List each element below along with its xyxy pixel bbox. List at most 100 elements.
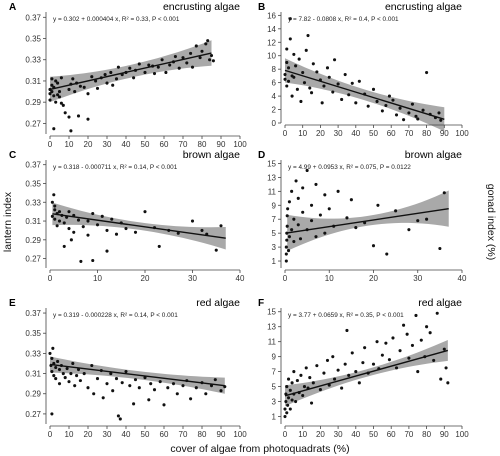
data-point bbox=[62, 221, 66, 225]
data-point bbox=[114, 232, 119, 236]
x-tick-label: 50 bbox=[369, 430, 378, 439]
data-point bbox=[442, 347, 446, 351]
data-point bbox=[219, 389, 223, 393]
data-point bbox=[48, 98, 52, 102]
data-point bbox=[173, 55, 177, 59]
data-point bbox=[288, 407, 292, 411]
data-point bbox=[384, 103, 388, 108]
data-point bbox=[292, 370, 296, 374]
x-tick-label: 60 bbox=[160, 430, 169, 439]
data-point bbox=[284, 400, 288, 404]
data-point bbox=[394, 209, 398, 213]
y-tick-label: 0.27 bbox=[25, 410, 41, 419]
x-tick-label: 10 bbox=[298, 430, 307, 439]
x-tick-label: 40 bbox=[458, 274, 467, 283]
data-point bbox=[50, 77, 54, 81]
data-point bbox=[105, 249, 109, 253]
data-point bbox=[114, 377, 119, 381]
data-point bbox=[175, 392, 179, 396]
data-point bbox=[57, 90, 62, 94]
data-point bbox=[425, 71, 429, 75]
x-tick-label: 20 bbox=[316, 430, 325, 439]
data-point bbox=[288, 17, 292, 21]
data-point bbox=[166, 386, 170, 390]
y-tick-label: 7 bbox=[272, 368, 277, 377]
data-point bbox=[56, 359, 60, 364]
data-point bbox=[95, 223, 100, 227]
regression-line bbox=[52, 213, 226, 239]
data-point bbox=[137, 62, 141, 66]
data-point bbox=[302, 81, 307, 85]
x-tick-label: 60 bbox=[387, 129, 396, 138]
x-tick-label: 70 bbox=[404, 430, 413, 439]
y-tick-label: 11 bbox=[268, 187, 277, 196]
data-point bbox=[50, 200, 54, 204]
data-point bbox=[294, 400, 298, 404]
data-point bbox=[200, 228, 204, 232]
y-tick-label: 0.31 bbox=[25, 370, 41, 379]
data-point bbox=[65, 366, 69, 371]
data-point bbox=[331, 355, 335, 359]
data-point bbox=[105, 228, 109, 232]
data-point bbox=[110, 217, 114, 221]
data-point bbox=[323, 231, 327, 235]
data-point bbox=[349, 198, 353, 202]
data-point bbox=[295, 87, 299, 91]
x-tick-label: 50 bbox=[141, 140, 150, 149]
data-point bbox=[292, 52, 296, 56]
data-point bbox=[160, 58, 164, 62]
x-tick-label: 0 bbox=[283, 274, 288, 283]
data-point bbox=[198, 56, 202, 60]
data-point bbox=[57, 95, 62, 99]
data-point bbox=[299, 373, 303, 377]
regression-line bbox=[49, 52, 212, 91]
data-point bbox=[318, 213, 322, 217]
data-point bbox=[219, 224, 223, 228]
x-tick-label: 100 bbox=[233, 430, 247, 439]
data-point bbox=[407, 356, 411, 360]
data-point bbox=[407, 228, 411, 232]
data-point bbox=[296, 223, 300, 227]
data-point bbox=[133, 378, 138, 382]
data-point bbox=[53, 204, 57, 208]
data-point bbox=[285, 84, 289, 88]
data-point bbox=[91, 258, 95, 263]
x-tick-label: 90 bbox=[217, 140, 226, 149]
y-tick-label: 16 bbox=[267, 11, 276, 20]
data-point bbox=[286, 377, 291, 381]
x-tick-label: 20 bbox=[369, 274, 378, 283]
data-point bbox=[290, 189, 294, 193]
data-point bbox=[333, 377, 337, 381]
data-point bbox=[345, 216, 349, 220]
data-point bbox=[402, 323, 406, 327]
data-point bbox=[310, 91, 314, 95]
y-tick-label: 0.37 bbox=[25, 13, 41, 22]
data-point bbox=[56, 81, 60, 85]
data-point bbox=[323, 193, 327, 197]
regression-equation: y = 0.318 - 0.000711 x, R² = 0.14, P < 0… bbox=[53, 164, 178, 171]
y-tick-label: 0.31 bbox=[25, 77, 41, 86]
data-point bbox=[50, 370, 54, 374]
data-point bbox=[285, 214, 289, 218]
data-point bbox=[297, 57, 301, 61]
data-point bbox=[387, 358, 391, 362]
data-point bbox=[310, 401, 314, 405]
y-tick-label: 0.37 bbox=[25, 309, 41, 318]
data-point bbox=[86, 117, 90, 121]
data-point bbox=[290, 228, 294, 232]
data-point bbox=[285, 47, 289, 51]
y-tick-label: 0.37 bbox=[25, 161, 41, 170]
data-point bbox=[325, 358, 330, 362]
data-point bbox=[376, 203, 380, 207]
data-point bbox=[343, 73, 347, 77]
data-point bbox=[310, 219, 314, 223]
y-tick-label: 0.35 bbox=[25, 35, 41, 44]
data-point bbox=[371, 244, 376, 248]
data-point bbox=[343, 362, 347, 366]
data-point bbox=[209, 53, 214, 58]
data-point bbox=[320, 101, 324, 105]
data-point bbox=[301, 394, 305, 398]
data-point bbox=[189, 51, 193, 55]
data-point bbox=[322, 371, 326, 375]
data-point bbox=[63, 111, 67, 115]
